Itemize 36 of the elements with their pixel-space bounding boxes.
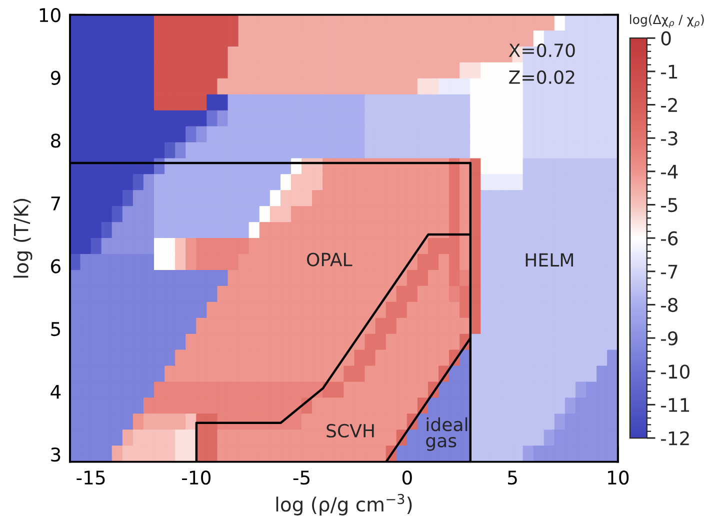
color-bar-label: -10 [661,364,690,379]
annotation: Z=0.02 [509,70,574,84]
x-tick-label: -5 [293,470,310,485]
y-tick-label: 10 [40,8,60,22]
y-tick-label: 9 [50,70,60,85]
x-tick-label: 5 [508,470,517,485]
x-tick-label: -10 [182,470,211,485]
annotation: OPAL [306,252,352,266]
color-bar-label: -6 [661,231,678,246]
color-bar-label: -1 [661,64,678,79]
color-bar-label: -7 [661,264,678,278]
color-bar-label: -9 [661,331,678,346]
annotation: HELM [526,253,573,267]
y-tick-label: 8 [51,134,60,148]
y-tick-label: 7 [51,196,60,210]
annotation: X=0.70 [508,43,575,58]
annotation: SCVH [326,424,374,438]
x-tick-label: 0 [402,470,412,485]
color-bar-label: -11 [661,398,689,412]
y-tick-label: 4 [50,384,61,399]
color-bar-label: -5 [661,198,678,212]
color-bar-label: -4 [661,164,678,179]
color-bar-label: 0 [661,31,671,46]
annotation: ideal gas [426,417,468,451]
color-bar-label: -12 [661,431,689,446]
color-bar-label: -2 [661,98,677,112]
x-tick-label: 10 [608,470,629,485]
x-tick-label: -15 [76,470,105,485]
color-bar-label: -8 [661,298,678,312]
y-tick-label: 5 [51,322,60,336]
y-axis-title: log (T/K) [13,198,32,278]
y-tick-label: 3 [51,447,60,462]
color-bar-label: -3 [661,131,678,146]
y-tick-label: 6 [51,259,60,274]
x-axis-title: log (ρ/g cm$^{−3}$) [276,494,412,516]
color-bar-title: log(Δχ$_{ρ}$ / χ$_{ρ}$) [630,14,704,28]
